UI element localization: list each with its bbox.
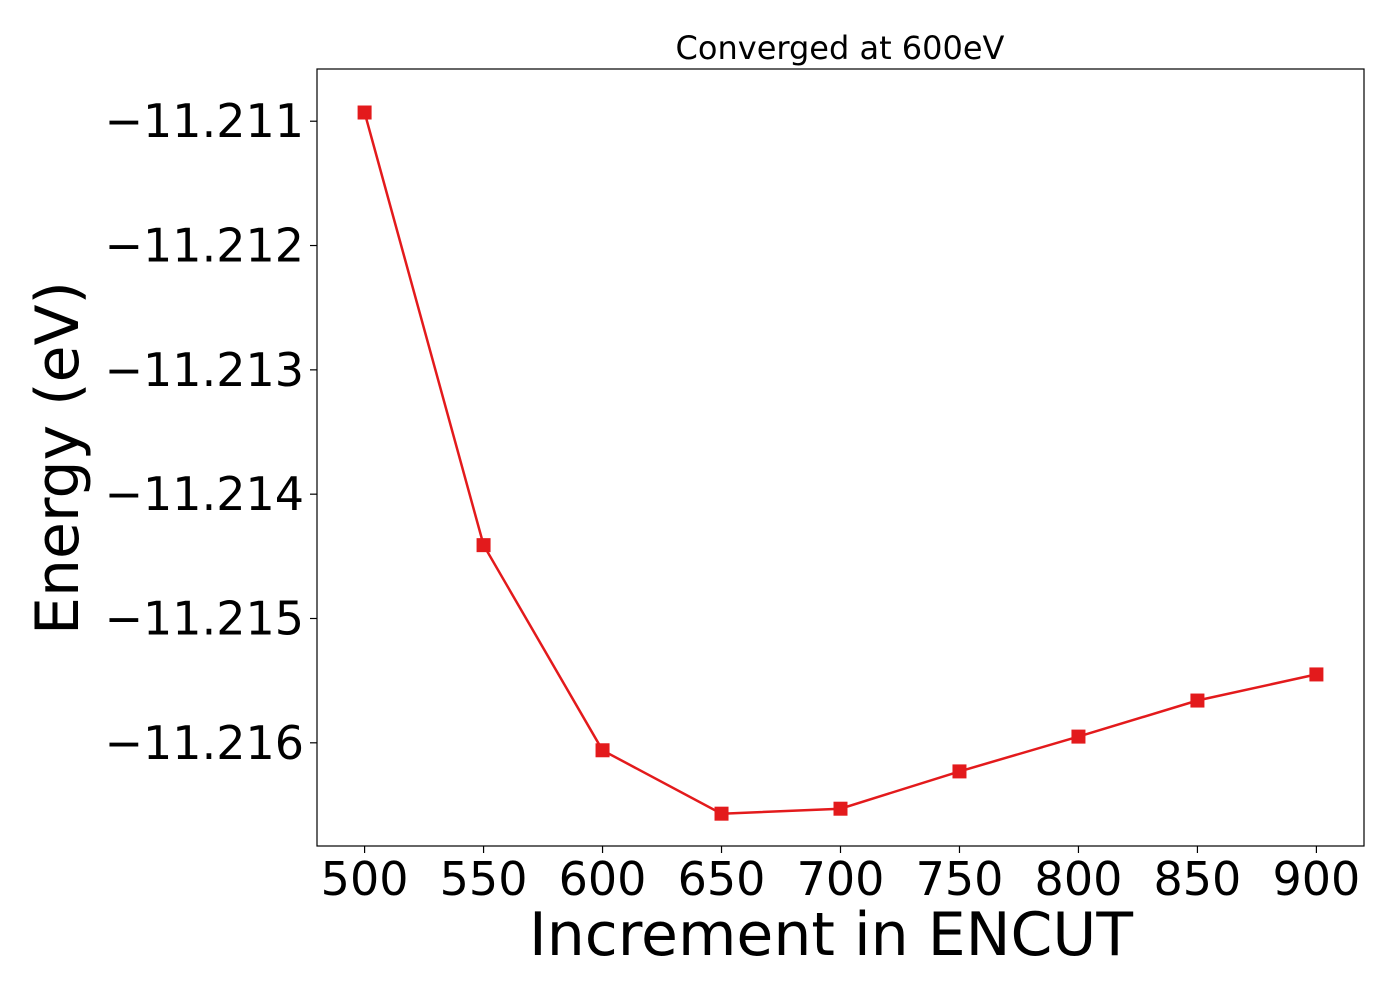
y-tick-label: −11.213 xyxy=(105,343,305,397)
data-point-marker xyxy=(1071,729,1086,744)
energy-series-markers xyxy=(357,105,1324,821)
plot-frame xyxy=(316,68,1365,847)
x-tick-label: 800 xyxy=(1035,852,1123,906)
chart-title: Converged at 600eV xyxy=(676,29,1005,67)
y-axis-title: Energy (eV) xyxy=(23,281,93,635)
y-tick-label: −11.215 xyxy=(105,591,305,645)
x-tick-label: 550 xyxy=(440,852,528,906)
data-point-marker xyxy=(1309,667,1324,682)
x-tick-label: 750 xyxy=(916,852,1004,906)
plot-background xyxy=(317,69,1364,846)
y-tick-label: −11.211 xyxy=(105,94,305,148)
data-point-marker xyxy=(476,538,491,553)
data-point-marker xyxy=(714,806,729,821)
x-tick-label: 700 xyxy=(797,852,885,906)
data-point-marker xyxy=(833,801,848,816)
x-tick-label: 600 xyxy=(559,852,647,906)
x-axis-title: Increment in ENCUT xyxy=(529,900,1133,970)
data-point-marker xyxy=(357,105,372,120)
data-point-marker xyxy=(1190,693,1205,708)
data-point-marker xyxy=(595,743,610,758)
x-axis-ticks: 500 550 600 650 700 750 800 850 900 xyxy=(321,846,1361,906)
y-tick-label: −11.212 xyxy=(105,219,305,273)
x-tick-label: 650 xyxy=(678,852,766,906)
x-tick-label: 900 xyxy=(1273,852,1361,906)
x-tick-label: 500 xyxy=(321,852,409,906)
y-tick-label: −11.216 xyxy=(105,716,305,770)
x-tick-label: 850 xyxy=(1154,852,1242,906)
y-tick-label: −11.214 xyxy=(105,467,305,521)
y-axis-ticks: −11.216 −11.215 −11.214 −11.213 −11.212 −11.2… xyxy=(105,94,317,770)
data-point-marker xyxy=(952,764,967,779)
